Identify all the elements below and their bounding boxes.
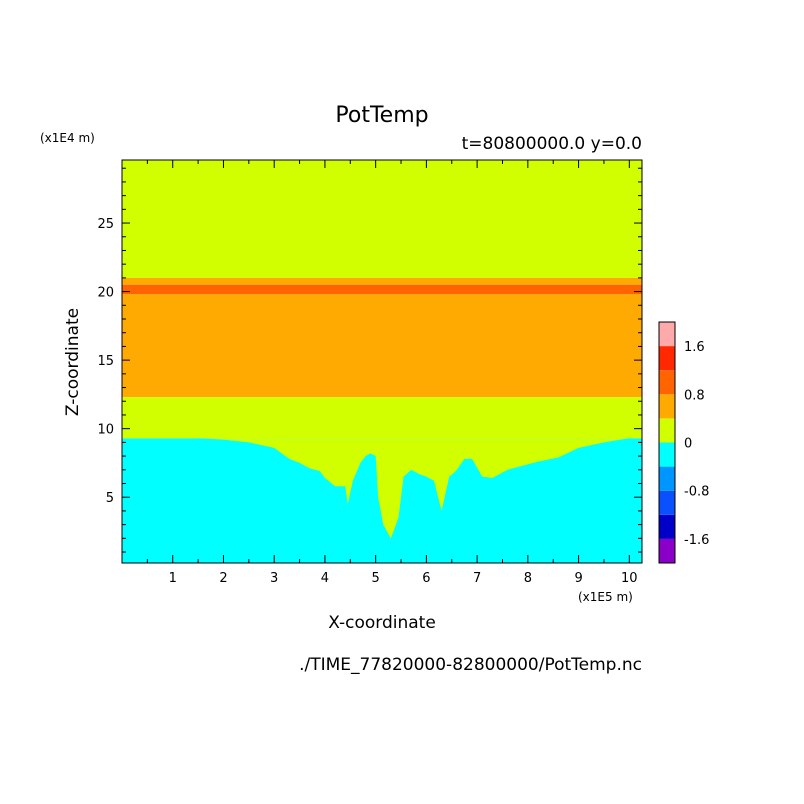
colorbar-tick-label: 1.6: [684, 340, 705, 355]
x-tick-label: 5: [372, 571, 380, 586]
layer-mid-orange-layer: [122, 294, 642, 398]
layer-top-orange-band: [122, 277, 642, 285]
colorbar-segment: [659, 490, 675, 515]
colorbar-segment: [659, 466, 675, 491]
layer-upper-layer: [122, 160, 642, 278]
chart-title: PotTemp: [335, 103, 428, 128]
mid-layer-intrusion: [122, 435, 642, 539]
colorbar-tick-label: -1.6: [684, 533, 709, 548]
colorbar-segment: [659, 394, 675, 419]
x-axis-label: X-coordinate: [328, 613, 436, 633]
colorbar-segment: [659, 538, 675, 563]
layer-mid-layer: [122, 397, 642, 439]
colorbar-segment: [659, 322, 675, 347]
colorbar-frame: [658, 321, 676, 564]
colorbar-segment: [659, 514, 675, 539]
y-tick-label: 25: [97, 217, 114, 232]
x-tick-label: 9: [574, 571, 582, 586]
colorbar: 1.6 0.8 0 -0.8 -1.6: [658, 321, 709, 564]
colorbar-segment: [659, 370, 675, 395]
colorbar-segment: [659, 418, 675, 443]
chart-subtitle: t=80800000.0 y=0.0: [462, 134, 642, 154]
x-tick-label: 4: [321, 571, 329, 586]
colorbar-segment: [659, 442, 675, 467]
y-tick-label: 5: [106, 491, 114, 506]
y-axis-label: Z-coordinate: [63, 308, 83, 416]
plot-frame: [121, 159, 643, 564]
x-tick-label: 8: [524, 571, 532, 586]
x-tick-label: 7: [473, 571, 481, 586]
y-tick-label: 15: [97, 354, 114, 369]
colorbar-tick-label: 0: [684, 437, 692, 452]
y-tick-label: 20: [97, 286, 114, 301]
x-tick-label: 1: [169, 571, 177, 586]
colorbar-segment: [659, 346, 675, 371]
colorbar-tick-label: 0.8: [684, 388, 705, 403]
y-tick-label: 10: [97, 423, 114, 438]
x-tick-label: 10: [621, 571, 638, 586]
axes: 1 2 3 4 5 6 7 8 9 10 5 10 15 20 25: [97, 159, 643, 586]
x-tick-label: 3: [270, 571, 278, 586]
source-file-path: ./TIME_77820000-82800000/PotTemp.nc: [299, 655, 642, 675]
x-tick-label: 2: [219, 571, 227, 586]
y-axis-units: (x1E4 m): [40, 131, 95, 145]
x-tick-label: 6: [422, 571, 430, 586]
layer-warm-band: [122, 284, 642, 295]
x-axis-units: (x1E5 m): [578, 590, 633, 604]
colorbar-tick-label: -0.8: [684, 485, 709, 500]
contour-field: [122, 160, 642, 563]
